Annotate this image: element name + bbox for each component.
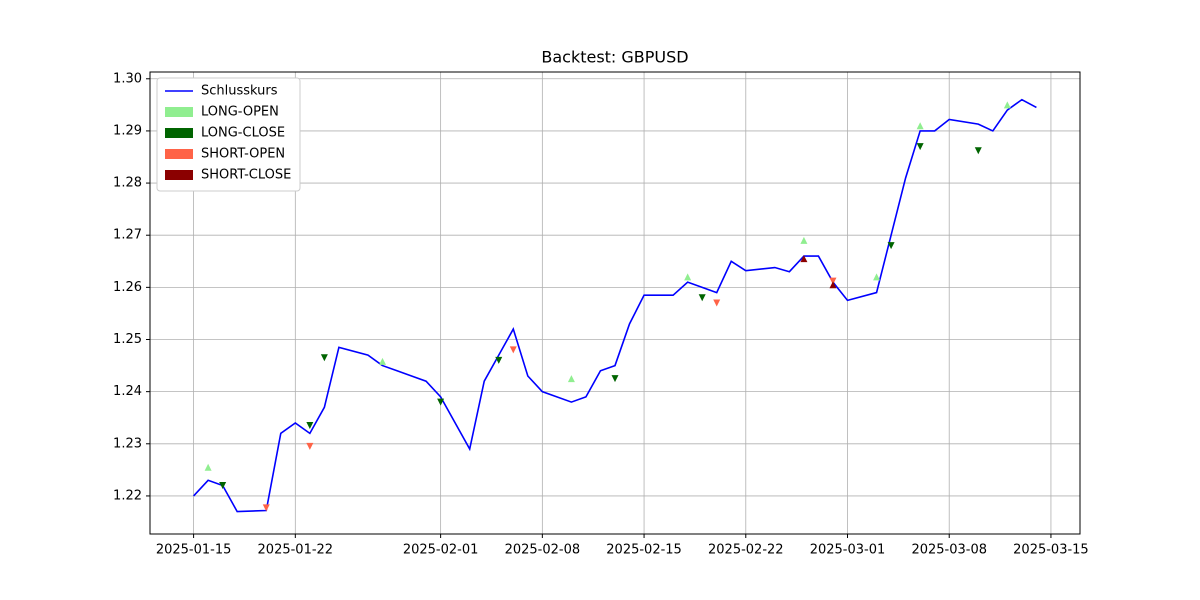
y-tick-label: 1.22 <box>113 488 142 503</box>
y-tick-label: 1.26 <box>113 280 142 295</box>
trade-marker <box>916 122 924 130</box>
x-tick-label: 2025-02-22 <box>708 543 784 558</box>
trade-marker <box>873 273 881 281</box>
trade-marker <box>887 242 895 250</box>
legend-label: LONG-OPEN <box>201 105 279 120</box>
x-tick-label: 2025-01-15 <box>156 543 232 558</box>
y-tick-label: 1.25 <box>113 332 142 347</box>
plot-frame <box>149 71 1081 535</box>
trade-marker <box>306 442 314 450</box>
y-tick-label: 1.27 <box>113 228 142 243</box>
trade-marker <box>509 346 517 354</box>
trade-marker <box>800 236 808 244</box>
legend-label: LONG-CLOSE <box>201 126 285 141</box>
price-line <box>193 98 1037 513</box>
x-tick-label: 2025-01-22 <box>258 543 334 558</box>
legend-label: SHORT-OPEN <box>201 147 285 162</box>
x-tick-label: 2025-03-01 <box>810 543 886 558</box>
legend-label: Schlusskurs <box>201 84 278 99</box>
x-tick-label: 2025-02-15 <box>606 543 682 558</box>
legend-swatch <box>165 107 193 117</box>
trade-marker <box>262 504 270 512</box>
x-tick-label: 2025-03-15 <box>1013 543 1089 558</box>
trade-marker <box>219 482 227 490</box>
trade-marker <box>684 273 692 281</box>
y-tick-label: 1.23 <box>113 436 142 451</box>
x-tick-label: 2025-02-08 <box>505 543 581 558</box>
trade-marker <box>611 375 619 383</box>
trade-marker <box>437 398 445 406</box>
trade-marker <box>1003 101 1011 109</box>
trade-marker <box>713 299 721 307</box>
trade-marker <box>829 281 837 289</box>
legend-box <box>156 77 301 192</box>
trade-marker <box>916 143 924 151</box>
trade-marker <box>800 255 808 263</box>
trade-marker <box>204 463 212 471</box>
y-tick-label: 1.29 <box>113 123 142 138</box>
y-tick-label: 1.28 <box>113 176 142 191</box>
x-tick-label: 2025-03-08 <box>911 543 987 558</box>
trade-marker <box>495 356 503 364</box>
legend-swatch <box>165 149 193 159</box>
y-tick-label: 1.24 <box>113 384 142 399</box>
trade-marker <box>974 147 982 155</box>
legend-swatch <box>165 128 193 138</box>
legend-swatch <box>165 170 193 180</box>
x-tick-label: 2025-02-01 <box>403 543 479 558</box>
trade-marker <box>306 422 314 430</box>
trade-marker <box>379 357 386 365</box>
trade-marker <box>698 294 706 302</box>
y-tick-label: 1.30 <box>113 71 142 86</box>
legend-label: SHORT-CLOSE <box>201 168 291 183</box>
chart-title: Backtest: GBPUSD <box>541 48 688 67</box>
trade-marker <box>829 277 837 285</box>
trade-marker <box>567 375 575 383</box>
trade-marker <box>320 354 328 362</box>
